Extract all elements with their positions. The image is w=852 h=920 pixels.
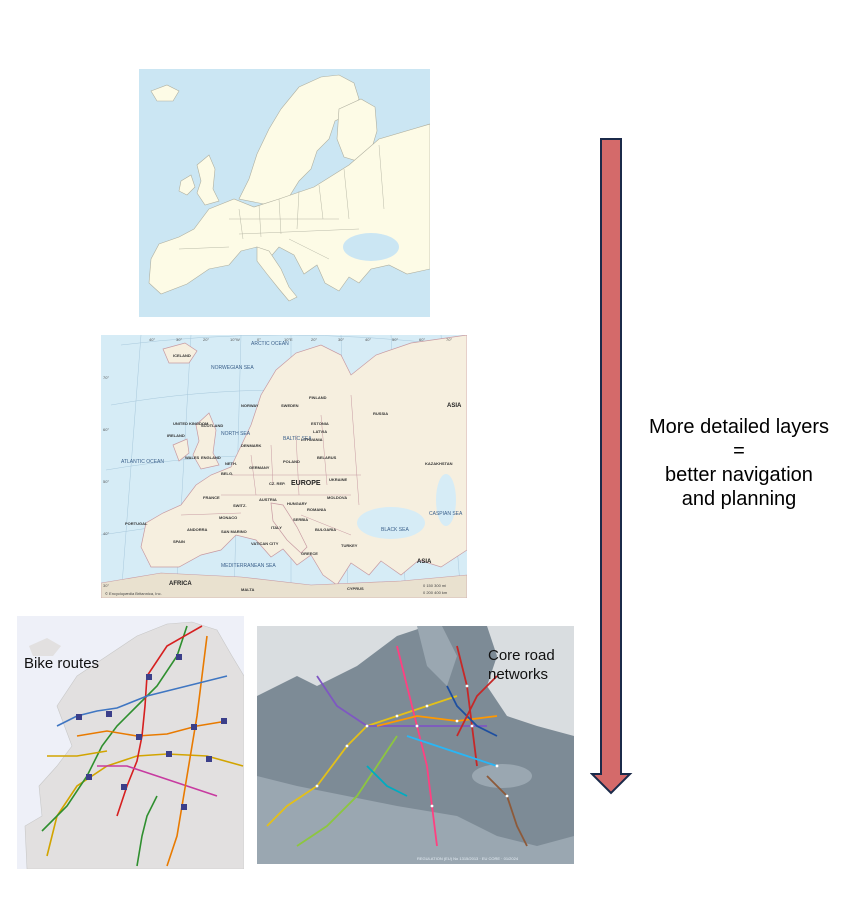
label-romania: ROMANIA xyxy=(307,507,326,512)
label-ireland: IRELAND xyxy=(167,433,185,438)
label-portugal: PORTUGAL xyxy=(125,521,148,526)
political-map-europe: ARCTIC OCEAN NORWEGIAN SEA ATLANTIC OCEA… xyxy=(101,335,467,598)
label-arctic-ocean: ARCTIC OCEAN xyxy=(251,341,289,347)
label-north-sea: NORTH SEA xyxy=(221,431,251,437)
label-lithuania: LITHUANIA xyxy=(301,437,323,442)
longitude-label: 70° xyxy=(446,337,452,342)
scale-mi: 0 150 300 mi xyxy=(423,583,446,588)
label-switzerland: SWITZ. xyxy=(233,503,247,508)
label-bulgaria: BULGARIA xyxy=(315,527,336,532)
longitude-label: 10°W xyxy=(230,337,240,342)
latitude-label: 60° xyxy=(103,427,109,432)
core-road-network-map: REGULATION (EU) No 1315/2013 · EU CORE ·… xyxy=(257,626,574,864)
label-mediterranean: MEDITERRANEAN SEA xyxy=(221,563,276,569)
label-iceland: ICELAND xyxy=(173,353,191,358)
label-germany: GERMANY xyxy=(249,465,270,470)
label-estonia: ESTONIA xyxy=(311,421,329,426)
longitude-label: 10°E xyxy=(284,337,293,342)
label-andorra: ANDORRA xyxy=(187,527,208,532)
label-italy: ITALY xyxy=(271,525,282,530)
arrow-annotation: More detailed layers = better navigation… xyxy=(624,415,852,511)
label-black-sea: BLACK SEA xyxy=(381,527,409,533)
label-cyprus: CYPRUS xyxy=(347,586,364,591)
label-wales: WALES xyxy=(185,455,200,460)
longitude-label: 30° xyxy=(176,337,182,342)
label-spain: SPAIN xyxy=(173,539,185,544)
label-vatican: VATICAN CITY xyxy=(251,541,279,546)
label-africa: AFRICA xyxy=(169,581,192,587)
label-norwegian-sea: NORWEGIAN SEA xyxy=(211,365,254,371)
label-sweden: SWEDEN xyxy=(281,403,299,408)
label-russia: RUSSIA xyxy=(373,411,388,416)
label-san-marino: SAN MARINO xyxy=(221,529,247,534)
label-greece: GREECE xyxy=(301,551,318,556)
latitude-label: 40° xyxy=(103,531,109,536)
label-netherlands: NETH. xyxy=(225,461,237,466)
caption-road-line-2: networks xyxy=(488,666,549,683)
caption-bike-routes: Bike routes xyxy=(24,655,100,672)
label-atlantic-ocean: ATLANTIC OCEAN xyxy=(121,459,164,465)
latitude-label: 70° xyxy=(103,375,109,380)
latitude-label: 30° xyxy=(103,583,109,588)
label-latvia: LATVIA xyxy=(313,429,327,434)
label-austria: AUSTRIA xyxy=(259,497,277,502)
label-kazakhstan: KAZAKHSTAN xyxy=(425,461,453,466)
label-asia-bottom: ASIA xyxy=(417,559,432,565)
caption-core-road-networks: Core road networks xyxy=(488,646,555,684)
label-baltic-sea: BALTIC SEA xyxy=(283,436,312,442)
label-norway: NORWAY xyxy=(241,403,259,408)
label-france: FRANCE xyxy=(203,495,220,500)
annotation-line-3: better navigation xyxy=(665,464,813,486)
annotation-line-2: = xyxy=(733,440,745,462)
scale-km: 0 200 400 km xyxy=(423,590,448,595)
label-monaco: MONACO xyxy=(219,515,237,520)
label-malta: MALTA xyxy=(241,587,255,592)
outline-map-europe xyxy=(139,69,430,317)
label-finland: FINLAND xyxy=(309,395,327,400)
bike-routes-map xyxy=(17,616,244,869)
map-credit: © Encyclopædia Britannica, Inc. xyxy=(105,591,162,596)
label-poland: POLAND xyxy=(283,459,300,464)
label-belgium: BELG. xyxy=(221,471,233,476)
label-europe: EUROPE xyxy=(291,480,321,487)
down-arrow-icon xyxy=(590,138,633,795)
label-hungary: HUNGARY xyxy=(287,501,307,506)
caption-road-line-1: Core road xyxy=(488,647,555,664)
road-map-footer: REGULATION (EU) No 1315/2013 · EU CORE ·… xyxy=(417,856,519,861)
latitude-label: 50° xyxy=(103,479,109,484)
longitude-label: 0° xyxy=(257,337,261,342)
label-denmark: DENMARK xyxy=(241,443,262,448)
longitude-label: 60° xyxy=(419,337,425,342)
longitude-label: 20° xyxy=(311,337,317,342)
label-caspian-sea: CASPIAN SEA xyxy=(429,511,463,517)
longitude-label: 40° xyxy=(149,337,155,342)
label-moldova: MOLDOVA xyxy=(327,495,347,500)
label-turkey: TURKEY xyxy=(341,543,358,548)
annotation-line-4: and planning xyxy=(681,488,797,510)
annotation-line-1: More detailed layers xyxy=(648,416,830,438)
label-asia-top: ASIA xyxy=(447,403,462,409)
label-ukraine: UKRAINE xyxy=(329,477,348,482)
label-england: ENGLAND xyxy=(201,455,221,460)
label-belarus: BELARUS xyxy=(317,455,337,460)
label-serbia: SERBIA xyxy=(293,517,308,522)
longitude-label: 20° xyxy=(203,337,209,342)
label-uk: UNITED KINGDOM xyxy=(173,421,209,426)
longitude-label: 30° xyxy=(338,337,344,342)
longitude-label: 50° xyxy=(392,337,398,342)
label-czech: CZ. REP. xyxy=(269,481,285,486)
label-scotland: SCOTLAND xyxy=(201,423,223,428)
longitude-label: 40° xyxy=(365,337,371,342)
